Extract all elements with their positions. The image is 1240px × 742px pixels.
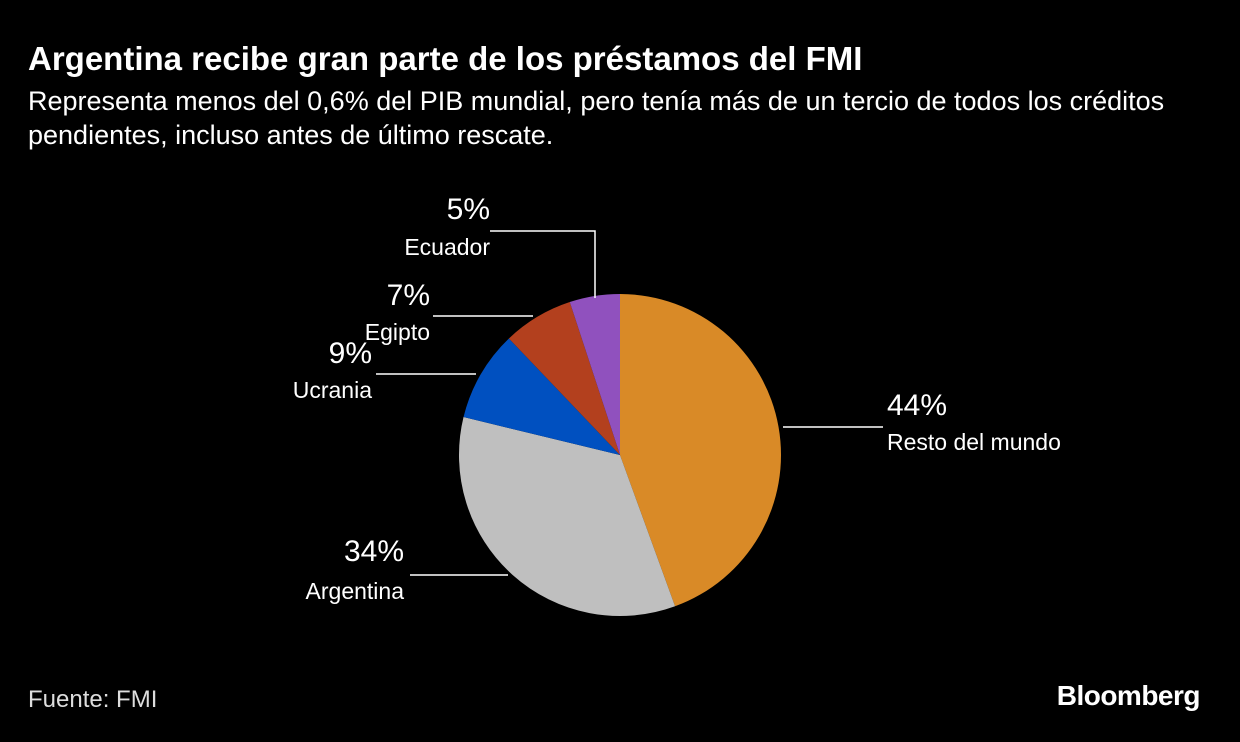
chart-title: Argentina recibe gran parte de los prést… <box>28 40 863 77</box>
leader-line <box>490 230 596 298</box>
data-label: 9% <box>329 337 372 370</box>
pie-slice <box>569 294 620 455</box>
pie-slice <box>620 294 782 607</box>
data-label: 44% <box>887 389 947 422</box>
data-label: 5% <box>447 193 490 226</box>
chart-subtitle: Representa menos del 0,6% del PIB mundia… <box>28 86 1165 150</box>
brand-logo: Bloomberg <box>1056 680 1201 711</box>
pie-slice <box>459 417 676 616</box>
pie-slice <box>508 302 620 455</box>
data-label: 7% <box>387 279 430 312</box>
source-note: Fuente: FMI <box>28 686 158 713</box>
pie-slice <box>463 338 620 455</box>
category-label: Resto del mundo <box>887 429 1061 455</box>
data-label: 34% <box>344 535 404 568</box>
category-label: Egipto <box>365 319 430 345</box>
category-label: Argentina <box>306 578 405 604</box>
category-label: Ecuador <box>404 234 490 260</box>
category-label: Ucrania <box>293 377 372 403</box>
